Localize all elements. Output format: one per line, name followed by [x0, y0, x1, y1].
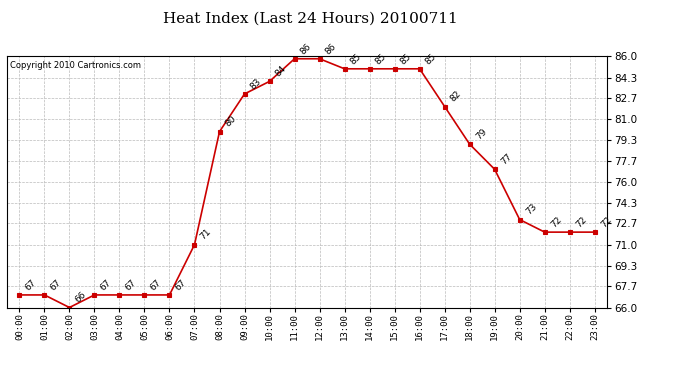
Text: 85: 85 — [348, 51, 363, 66]
Text: 67: 67 — [124, 278, 138, 292]
Text: 85: 85 — [424, 51, 438, 66]
Text: 67: 67 — [174, 278, 188, 292]
Text: 72: 72 — [574, 215, 589, 229]
Text: Heat Index (Last 24 Hours) 20100711: Heat Index (Last 24 Hours) 20100711 — [163, 11, 458, 25]
Text: 77: 77 — [499, 152, 513, 166]
Text: 71: 71 — [199, 227, 213, 242]
Text: 67: 67 — [99, 278, 113, 292]
Text: 67: 67 — [148, 278, 163, 292]
Text: 84: 84 — [274, 64, 288, 79]
Text: 80: 80 — [224, 114, 238, 129]
Text: 83: 83 — [248, 76, 263, 91]
Text: 73: 73 — [524, 202, 538, 217]
Text: 86: 86 — [324, 42, 338, 56]
Text: 82: 82 — [448, 89, 463, 104]
Text: 79: 79 — [474, 127, 489, 141]
Text: 67: 67 — [23, 278, 38, 292]
Text: 86: 86 — [299, 42, 313, 56]
Text: 66: 66 — [74, 290, 88, 305]
Text: 85: 85 — [374, 51, 388, 66]
Text: 72: 72 — [599, 215, 613, 229]
Text: Copyright 2010 Cartronics.com: Copyright 2010 Cartronics.com — [10, 61, 141, 70]
Text: 85: 85 — [399, 51, 413, 66]
Text: 67: 67 — [48, 278, 63, 292]
Text: 72: 72 — [549, 215, 563, 229]
